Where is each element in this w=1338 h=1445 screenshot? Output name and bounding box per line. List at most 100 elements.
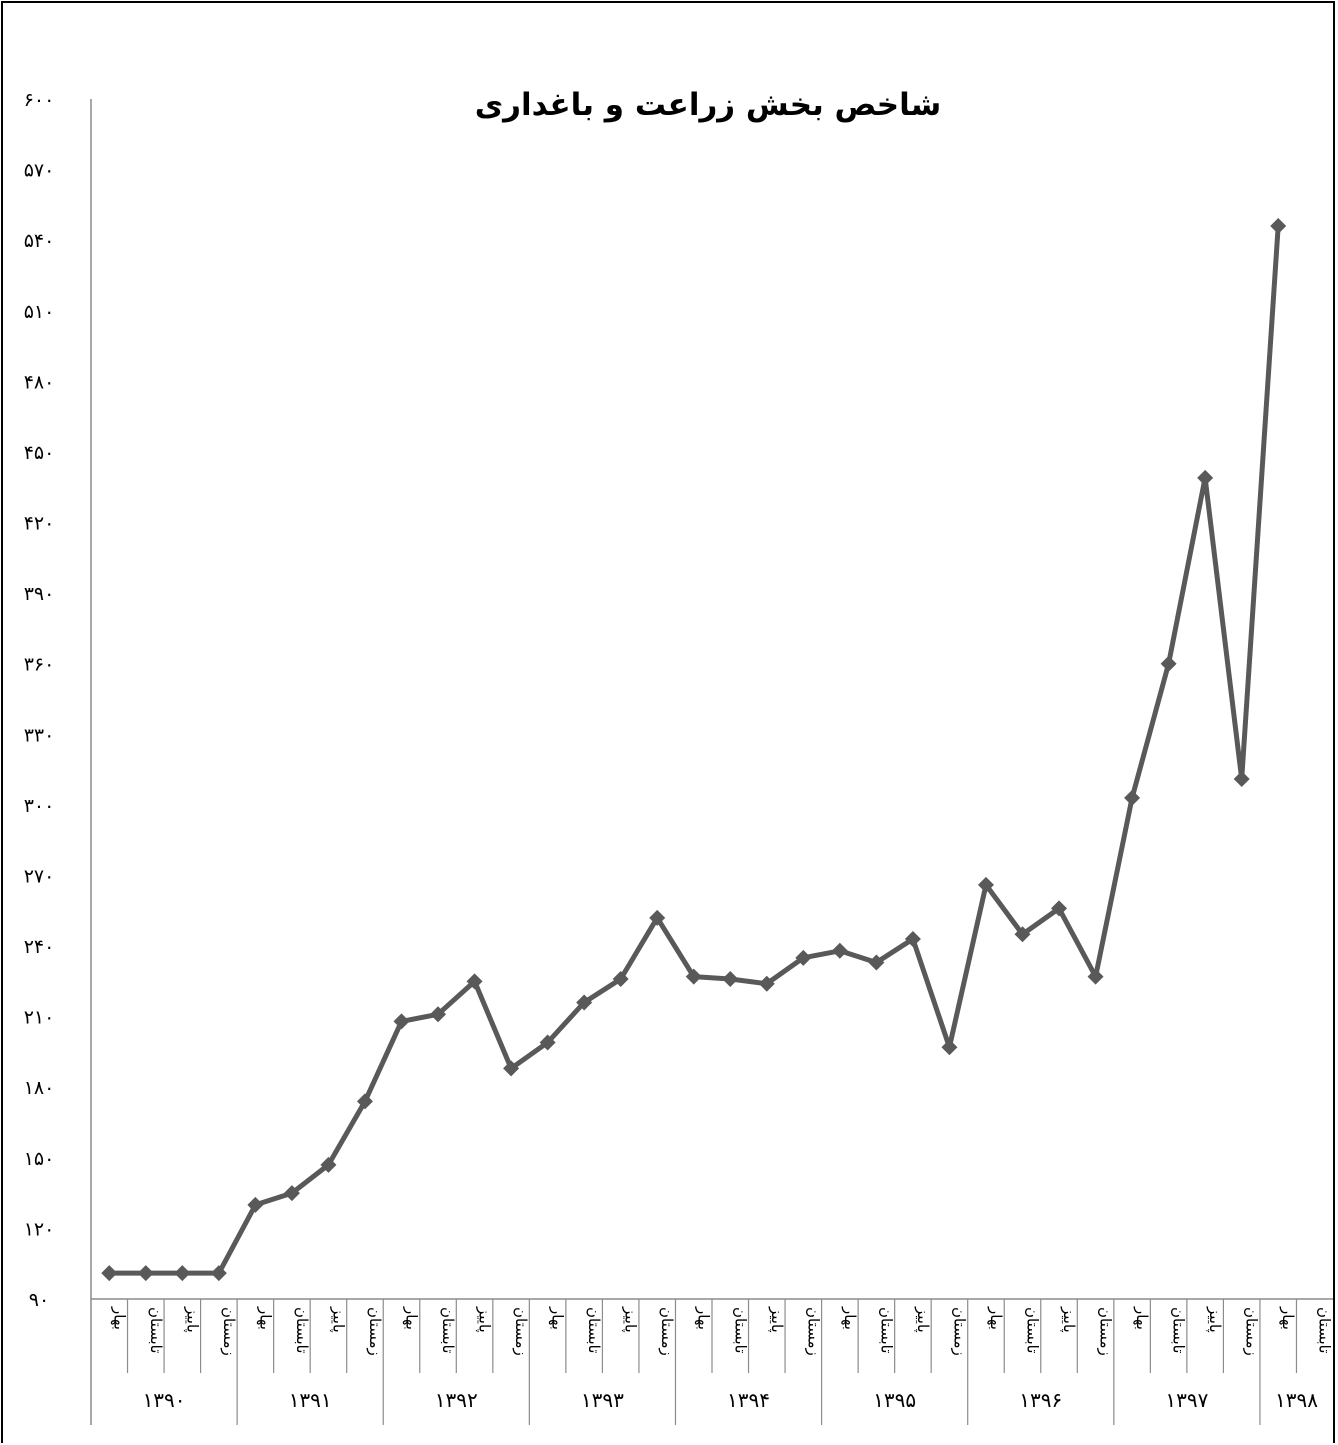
data-point-marker: [393, 1013, 410, 1030]
data-point-marker: [1051, 900, 1068, 917]
season-label: تابستان: [731, 1307, 749, 1353]
y-axis-tick-labels: ۹۰ ۱۲۰ ۱۵۰ ۱۸۰ ۲۱۰ ۲۴۰ ۲۷۰ ۳۰۰ ۳۳۰ ۳۶۰ ۳۹۰ ۴۲۰ ۴۵۰ ۴۸…: [24, 89, 55, 1311]
y-tick-label: ۳۰۰: [24, 795, 55, 817]
data-point-marker: [174, 1265, 191, 1282]
data-point-marker: [612, 971, 629, 987]
year-label: ۱۳۹۶: [1019, 1388, 1062, 1412]
season-label: بهار: [256, 1306, 274, 1330]
year-label: ۱۳۹۳: [581, 1388, 624, 1412]
season-label: پاییز: [913, 1306, 932, 1333]
season-label: زمستان: [512, 1307, 530, 1356]
season-label: زمستان: [1243, 1307, 1261, 1356]
season-label: بهار: [403, 1306, 421, 1330]
season-label: پاییز: [767, 1306, 786, 1333]
year-label: ۱۳۹۸: [1275, 1388, 1318, 1412]
data-point-marker: [137, 1265, 154, 1282]
year-label: ۱۳۹۵: [873, 1388, 916, 1412]
season-label: پاییز: [475, 1306, 494, 1333]
y-tick-label: ۳۶۰: [24, 654, 55, 676]
y-tick-label: ۲۴۰: [24, 936, 55, 958]
season-label: زمستان: [220, 1307, 238, 1356]
y-tick-label: ۵۷۰: [24, 160, 55, 182]
data-point-marker: [210, 1265, 227, 1282]
x-axis-labels: بهار تابستان پاییز زمستان بهار تابستان پاییز زم…: [110, 1299, 1334, 1425]
y-tick-label: ۵۴۰: [24, 230, 55, 252]
data-point-marker: [795, 949, 812, 966]
year-label: ۱۳۹۱: [289, 1388, 332, 1412]
data-point-marker: [539, 1034, 556, 1051]
data-point-marker: [941, 1039, 958, 1056]
data-point-marker: [356, 1093, 373, 1110]
season-label: تابستان: [585, 1307, 603, 1353]
data-point-marker: [247, 1196, 264, 1213]
data-point-marker: [1124, 789, 1141, 806]
line-chart: شاخص بخش زراعت و باغداری ۹۰ ۱۲۰ ۱۵۰ ۱۸۰ ۲۱۰ ۲…: [24, 87, 1334, 1425]
season-label: بهار: [987, 1306, 1005, 1330]
data-point-marker: [758, 975, 775, 992]
data-point-marker: [283, 1185, 300, 1202]
data-point-marker: [722, 971, 739, 987]
season-label: تابستان: [439, 1307, 457, 1353]
y-tick-label: ۱۸۰: [24, 1077, 55, 1099]
season-label: تابستان: [293, 1307, 311, 1353]
season-label: تابستان: [147, 1307, 165, 1353]
axes: [90, 99, 1333, 1425]
season-label: پاییز: [328, 1306, 347, 1333]
data-point-marker: [1014, 926, 1031, 943]
series-line: [109, 225, 1281, 1276]
year-label: ۱۳۹۰: [143, 1388, 186, 1412]
season-label: زمستان: [658, 1307, 676, 1356]
season-label: تابستان: [1316, 1307, 1334, 1353]
year-label: ۱۳۹۲: [435, 1388, 478, 1412]
data-point-marker: [576, 994, 593, 1011]
season-label: زمستان: [804, 1307, 822, 1356]
data-point-marker: [430, 1006, 447, 1023]
season-label: بهار: [1133, 1306, 1151, 1330]
season-label: پاییز: [1205, 1306, 1224, 1333]
y-tick-label: ۴۸۰: [24, 371, 55, 393]
data-point-marker: [685, 968, 702, 985]
data-point-marker: [904, 931, 921, 947]
data-point-marker: [1160, 655, 1177, 672]
season-label: پاییز: [1059, 1306, 1078, 1333]
chart-title: شاخص بخش زراعت و باغداری: [475, 87, 942, 123]
data-point-marker: [320, 1156, 337, 1173]
season-label: تابستان: [1170, 1307, 1188, 1353]
y-tick-label: ۴۲۰: [24, 513, 55, 535]
season-label: زمستان: [366, 1307, 384, 1356]
y-tick-label: ۳۹۰: [24, 583, 55, 605]
y-tick-label: ۹۰: [29, 1289, 49, 1311]
year-label: ۱۳۹۴: [727, 1388, 770, 1412]
data-point-marker: [1233, 771, 1250, 787]
series-group: [101, 218, 1287, 1282]
season-label: زمستان: [1097, 1307, 1115, 1356]
data-point-marker: [503, 1060, 520, 1077]
season-label: بهار: [549, 1306, 567, 1330]
year-label: ۱۳۹۷: [1165, 1388, 1208, 1412]
season-label: بهار: [695, 1306, 713, 1330]
data-point-marker: [977, 876, 994, 893]
season-label: بهار: [110, 1306, 128, 1330]
data-point-marker: [1087, 968, 1104, 985]
season-label: پاییز: [182, 1306, 201, 1333]
data-point-marker: [831, 942, 848, 959]
data-point-marker: [868, 954, 885, 971]
season-label: زمستان: [950, 1307, 968, 1356]
data-point-marker: [101, 1265, 118, 1282]
season-label: بهار: [841, 1306, 859, 1330]
y-tick-label: ۶۰۰: [24, 89, 55, 111]
y-tick-label: ۲۱۰: [24, 1007, 55, 1029]
data-point-marker: [466, 973, 483, 990]
y-tick-label: ۴۵۰: [24, 442, 55, 464]
y-tick-label: ۱۲۰: [24, 1218, 55, 1240]
y-tick-label: ۲۷۰: [24, 865, 55, 887]
data-point-marker: [1197, 469, 1214, 486]
data-point-marker: [1270, 218, 1287, 235]
y-tick-label: ۳۳۰: [24, 724, 55, 746]
season-label: تابستان: [1024, 1307, 1042, 1353]
season-label: تابستان: [877, 1307, 895, 1353]
y-tick-label: ۵۱۰: [24, 301, 55, 323]
data-point-marker: [649, 909, 666, 926]
season-label: بهار: [1279, 1306, 1297, 1330]
